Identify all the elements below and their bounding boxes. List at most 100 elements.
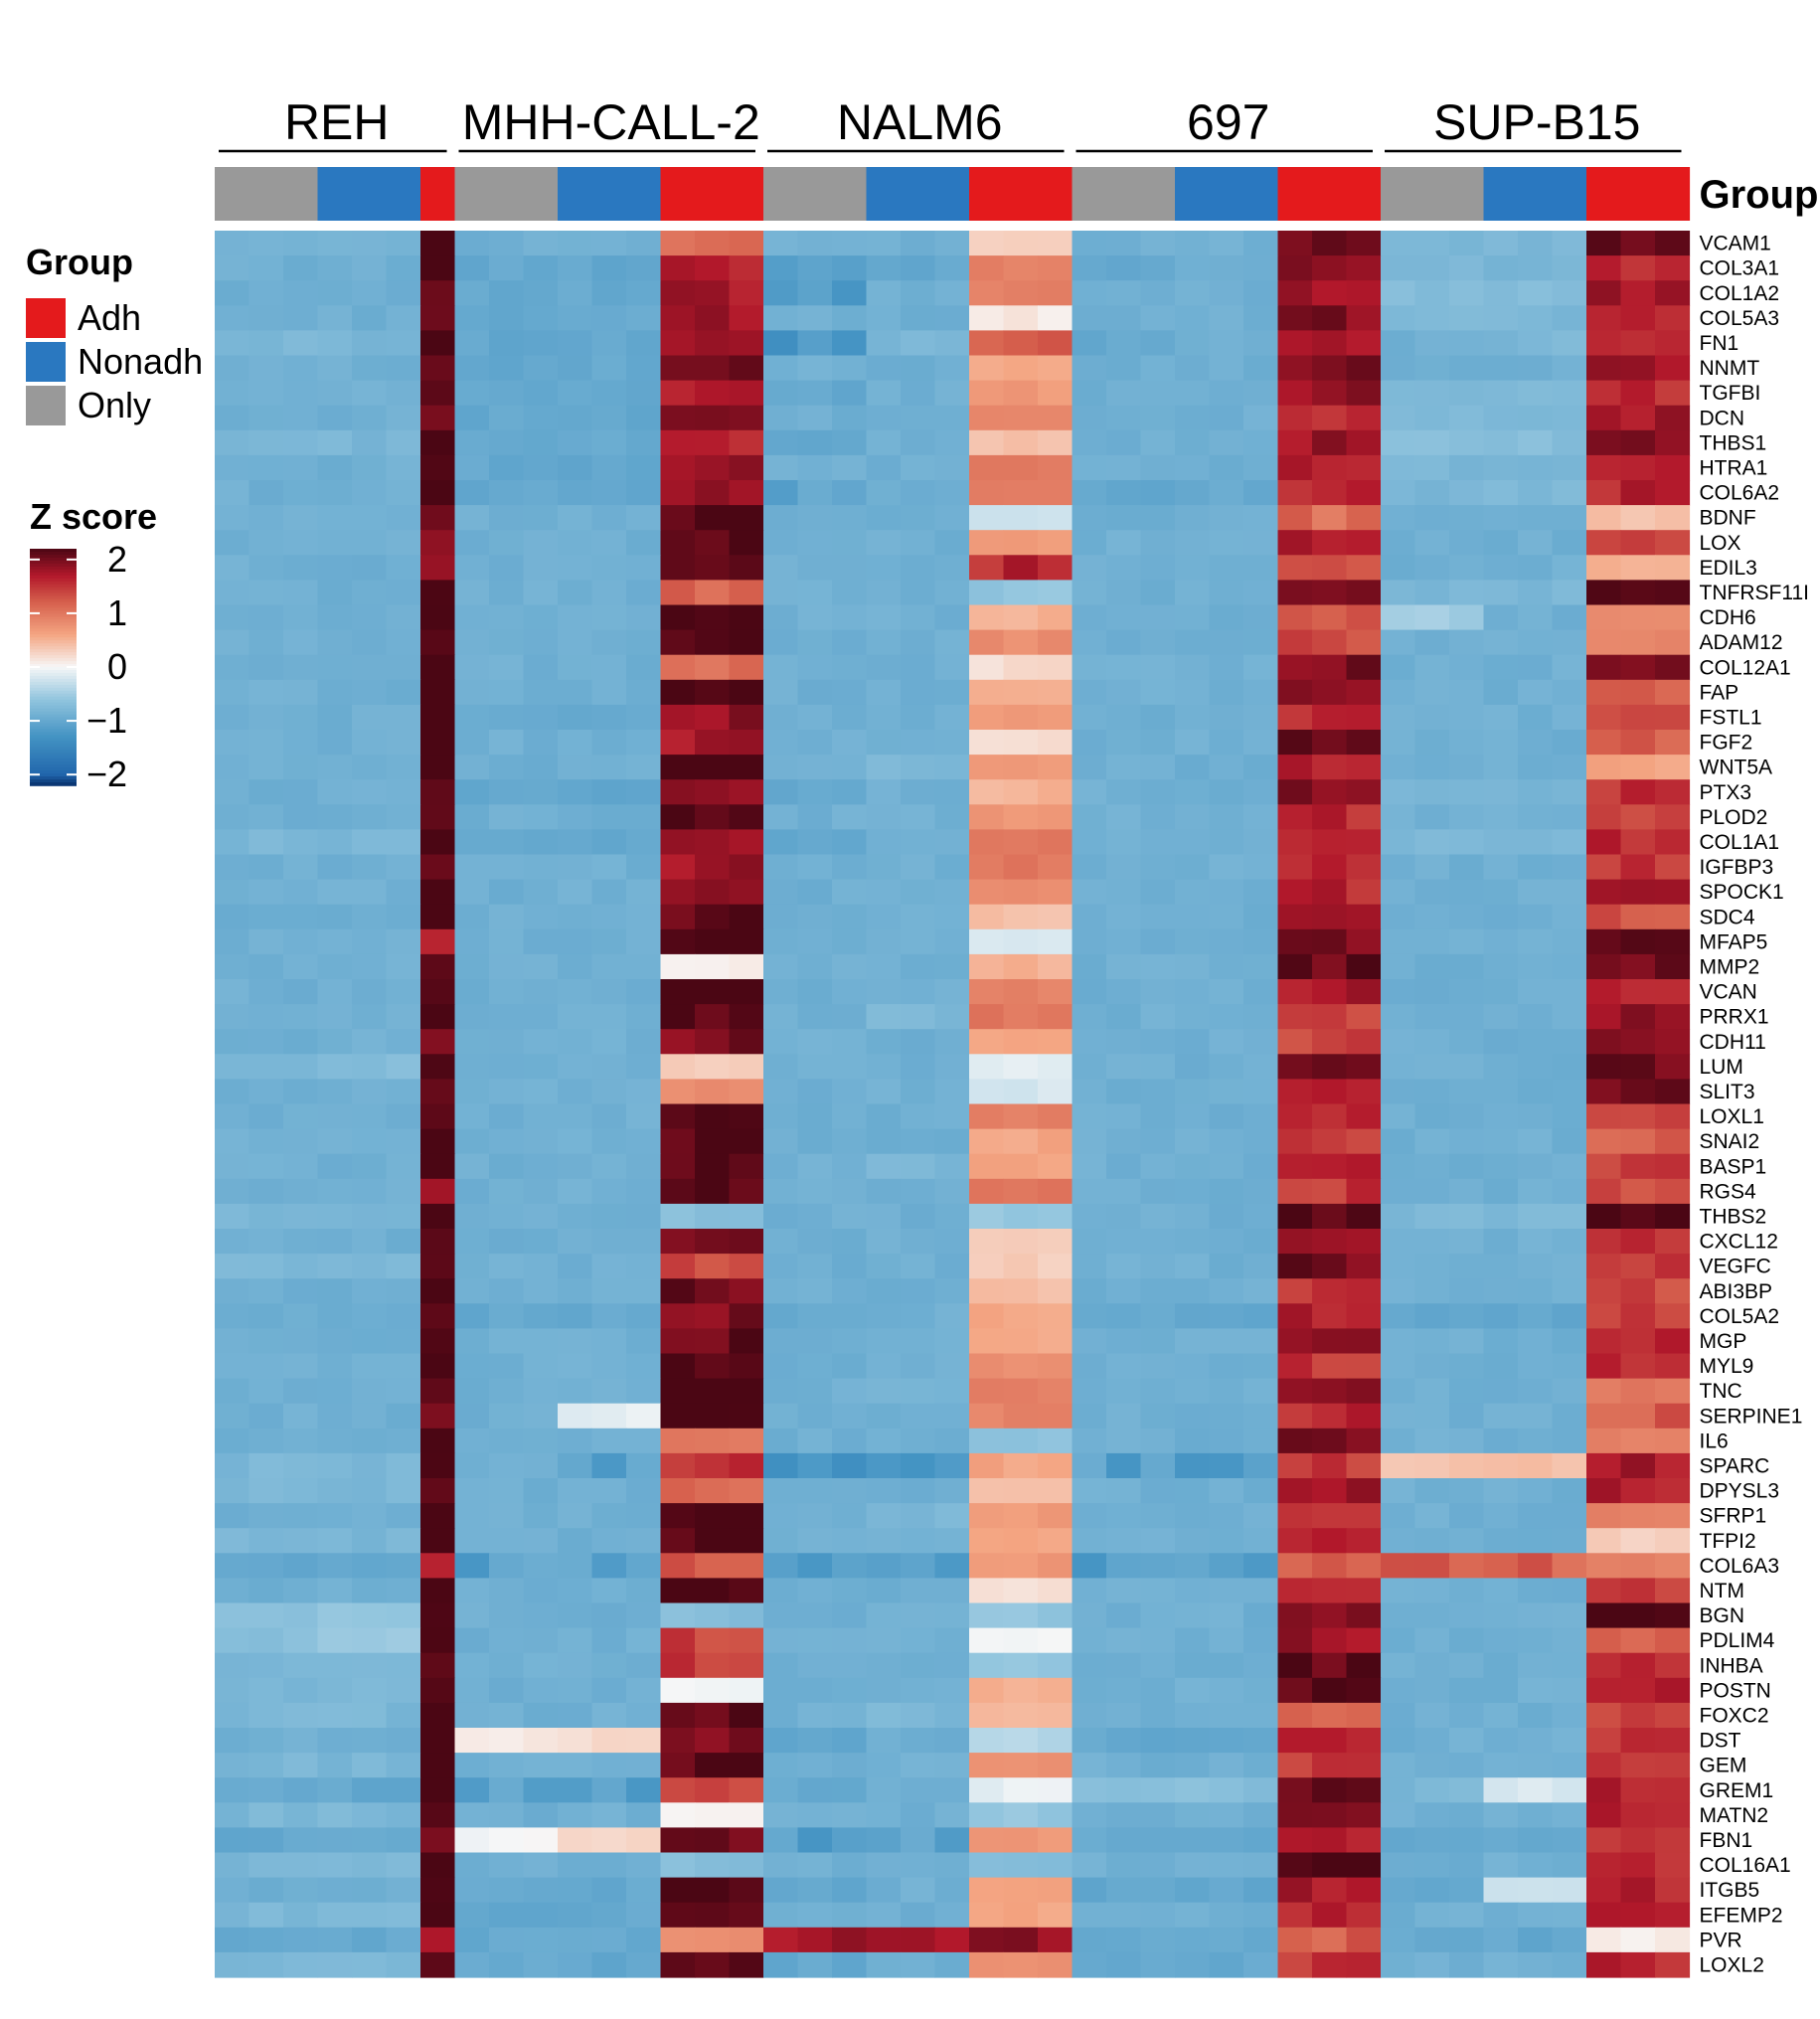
heatmap-cell	[1277, 1852, 1313, 1879]
heatmap-cell	[1209, 604, 1244, 631]
heatmap-cell	[1414, 1677, 1450, 1704]
heatmap-cell	[1312, 1079, 1348, 1105]
heatmap-cell	[523, 779, 559, 805]
heatmap-cell	[1586, 580, 1622, 606]
heatmap-cell	[797, 755, 833, 780]
heatmap-cell	[523, 679, 559, 706]
heatmap-cell	[1483, 1178, 1519, 1205]
gene-label: COL5A3	[1700, 307, 1780, 330]
heatmap-cell	[591, 979, 627, 1005]
heatmap-cell	[1209, 904, 1244, 930]
heatmap-cell	[1586, 1877, 1622, 1904]
heatmap-cell	[1140, 804, 1176, 830]
heatmap-cell	[1586, 928, 1622, 955]
heatmap-cell	[1312, 1178, 1348, 1205]
heatmap-cell	[866, 1852, 902, 1879]
heatmap-cell	[248, 530, 284, 556]
heatmap-cell	[1277, 779, 1313, 805]
heatmap-cell	[558, 1428, 593, 1454]
heatmap-cell	[1346, 1728, 1382, 1754]
heatmap-cell	[591, 1702, 627, 1729]
heatmap-cell	[248, 231, 284, 256]
gene-label: NNMT	[1700, 357, 1760, 380]
heatmap-cell	[934, 505, 970, 531]
zscore-color-step	[30, 672, 77, 677]
heatmap-cell	[832, 779, 868, 805]
heatmap-cell	[1106, 280, 1142, 306]
heatmap-cell	[558, 829, 593, 856]
heatmap-cell	[215, 1753, 250, 1778]
heatmap-cell	[1312, 730, 1348, 756]
heatmap-cell	[1449, 1303, 1485, 1329]
heatmap-cell	[523, 879, 559, 906]
heatmap-cell	[1518, 1902, 1554, 1929]
heatmap-cell	[1072, 804, 1107, 830]
zscore-tick-label: 0	[107, 646, 127, 687]
heatmap-cell	[626, 1852, 662, 1879]
heatmap-cell	[660, 679, 696, 706]
heatmap-cell	[626, 1677, 662, 1704]
heatmap-cell	[1312, 829, 1348, 856]
heatmap-cell	[1312, 580, 1348, 606]
heatmap-cell	[1175, 1353, 1211, 1380]
heatmap-cell	[1620, 231, 1656, 256]
heatmap-cell	[832, 1902, 868, 1929]
heatmap-cell	[797, 1902, 833, 1929]
heatmap-cell	[969, 1004, 1005, 1030]
heatmap-cell	[1072, 1852, 1107, 1879]
heatmap-cell	[1003, 1254, 1039, 1279]
heatmap-cell	[901, 755, 936, 780]
heatmap-cell	[1209, 730, 1244, 756]
heatmap-cell	[1106, 1254, 1142, 1279]
heatmap-cell	[523, 730, 559, 756]
heatmap-cell	[660, 555, 696, 581]
gene-label: SPOCK1	[1700, 881, 1784, 904]
heatmap-cell	[1346, 730, 1382, 756]
heatmap-cell	[1655, 1478, 1691, 1504]
heatmap-cell	[1381, 1827, 1416, 1854]
heatmap-cell	[1003, 1802, 1039, 1828]
heatmap-cell	[1209, 1079, 1244, 1105]
heatmap-cell	[489, 1328, 525, 1355]
heatmap-cell	[591, 1652, 627, 1679]
heatmap-cell	[660, 429, 696, 456]
heatmap-cell	[1449, 480, 1485, 506]
heatmap-cell	[386, 804, 421, 830]
heatmap-cell	[763, 1951, 799, 1978]
heatmap-cell	[1277, 1178, 1313, 1205]
heatmap-cell	[832, 1553, 868, 1579]
heatmap-cell	[215, 1852, 250, 1879]
heatmap-cell	[866, 1254, 902, 1279]
heatmap-cell	[1209, 305, 1244, 331]
heatmap-cell	[1175, 755, 1211, 780]
heatmap-cell	[1483, 928, 1519, 955]
heatmap-cell	[797, 953, 833, 980]
heatmap-cell	[1552, 530, 1587, 556]
heatmap-cell	[626, 1079, 662, 1105]
heatmap-cell	[729, 928, 764, 955]
heatmap-cell	[660, 1578, 696, 1604]
heatmap-cell	[1655, 804, 1691, 830]
heatmap-cell	[489, 1503, 525, 1529]
heatmap-cell	[1620, 1029, 1656, 1055]
heatmap-cell	[1552, 654, 1587, 681]
heatmap-cell	[420, 1079, 456, 1105]
heatmap-cell	[1072, 1278, 1107, 1304]
heatmap-cell	[420, 854, 456, 881]
heatmap-cell	[1209, 1627, 1244, 1654]
heatmap-cell	[591, 1902, 627, 1929]
heatmap-cell	[386, 1128, 421, 1155]
heatmap-cell	[558, 1353, 593, 1380]
heatmap-cell	[1106, 979, 1142, 1005]
heatmap-cell	[1106, 1877, 1142, 1904]
heatmap-cell	[454, 829, 490, 856]
heatmap-cell	[1038, 330, 1074, 357]
heatmap-cell	[1243, 480, 1279, 506]
heatmap-cell	[558, 1079, 593, 1105]
heatmap-cell	[1655, 904, 1691, 930]
heatmap-cell	[1586, 530, 1622, 556]
heatmap-cell	[1140, 1951, 1176, 1978]
heatmap-cell	[1175, 1602, 1211, 1629]
heatmap-cell	[1072, 854, 1107, 881]
heatmap-cell	[866, 1452, 902, 1479]
